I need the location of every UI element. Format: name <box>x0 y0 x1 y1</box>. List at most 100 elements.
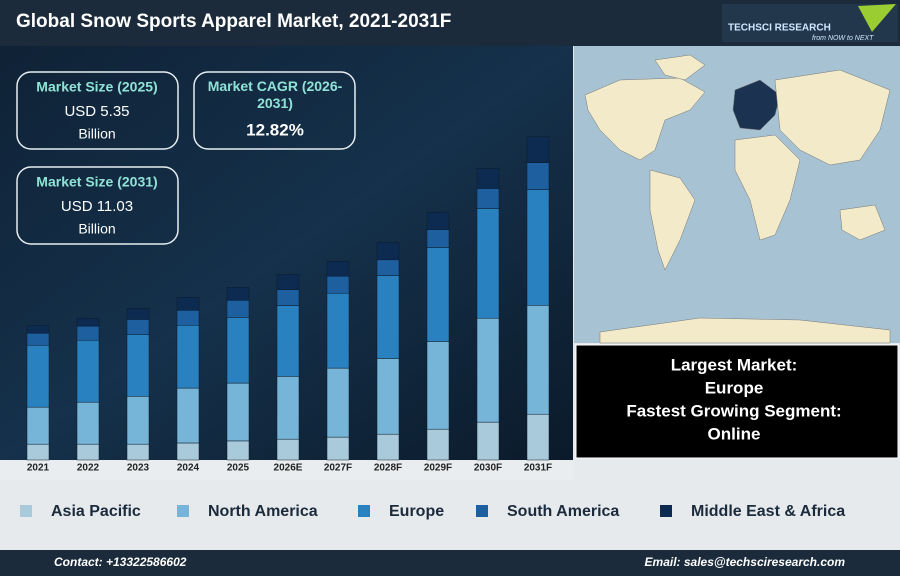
stat-unit: Billion <box>78 126 115 142</box>
bar-segment <box>426 229 450 248</box>
bar-segment <box>226 440 250 461</box>
legend-label: Asia Pacific <box>51 503 141 520</box>
bar-segment <box>326 293 350 369</box>
bar-segment <box>226 300 250 318</box>
australia <box>839 204 886 241</box>
legend-swatch <box>660 505 672 517</box>
bar-segment <box>376 275 400 359</box>
highlight: Europe <box>705 378 764 397</box>
legend-swatch <box>476 505 488 517</box>
antarctica <box>599 317 891 344</box>
bar-segment <box>426 341 450 430</box>
x-tick-label: 2021 <box>27 463 50 474</box>
footer-contact: Contact: +13322586602 <box>54 555 187 569</box>
logo: TECHSCI RESEARCH <box>728 23 831 34</box>
bar-segment <box>476 188 500 209</box>
x-tick-label: 2024 <box>177 463 200 474</box>
x-tick-label: 2031F <box>524 463 552 474</box>
north-america <box>584 77 706 161</box>
footer-bar <box>0 550 900 576</box>
bar-segment <box>176 325 200 389</box>
highlight: Largest Market: <box>671 355 798 374</box>
europe <box>732 79 781 131</box>
bar-segment <box>526 136 550 163</box>
highlight: Fastest Growing Segment: <box>626 401 841 420</box>
bar-segment <box>176 310 200 326</box>
bar-segment <box>376 242 400 261</box>
axis-strip <box>0 460 573 480</box>
x-tick-label: 2030F <box>474 463 502 474</box>
x-tick-label: 2026E <box>274 463 303 474</box>
bar-segment <box>76 443 100 461</box>
bar-segment <box>326 367 350 438</box>
bar-segment <box>276 289 300 306</box>
title: Global Snow Sports Apparel Market, 2021-… <box>16 11 451 32</box>
bar-segment <box>276 438 300 461</box>
asia <box>774 69 891 166</box>
stat-value: USD 11.03 <box>61 198 133 215</box>
stat-box <box>16 166 179 245</box>
bar-segment <box>376 259 400 276</box>
logo-mark <box>858 4 896 32</box>
bar-segment <box>276 376 300 440</box>
bar-segment <box>426 428 450 461</box>
south-america <box>649 169 696 271</box>
bar-segment <box>126 334 150 397</box>
stat-label-wrap: Market CAGR (2026-2031) <box>207 78 343 111</box>
stat-label: Market Size (2025) <box>36 79 157 95</box>
x-tick-label: 2022 <box>77 463 100 474</box>
legend-swatch <box>20 505 32 517</box>
bar-segment <box>126 308 150 320</box>
bar-segment <box>526 305 550 415</box>
bar-segment <box>326 275 350 294</box>
bar-segment <box>76 401 100 445</box>
bar-segment <box>26 344 50 408</box>
bar-segment <box>226 317 250 384</box>
bar-segment <box>226 382 250 442</box>
bar-segment <box>76 325 100 341</box>
x-tick-label: 2028F <box>374 463 402 474</box>
bar-segment <box>26 443 50 461</box>
bar-segment <box>126 319 150 335</box>
legend-label: Middle East & Africa <box>691 503 845 520</box>
stat-value: USD 5.35 <box>64 103 129 120</box>
legend-label: South America <box>507 503 619 520</box>
bar-segment <box>126 443 150 461</box>
bar-segment <box>26 325 50 334</box>
bar-segment <box>26 406 50 445</box>
bar-segment <box>526 189 550 306</box>
greenland <box>654 54 706 81</box>
bar-segment <box>26 332 50 346</box>
stat-unit: Billion <box>78 221 115 237</box>
x-tick-label: 2029F <box>424 463 452 474</box>
stat-box <box>193 71 356 150</box>
bar-segment <box>526 413 550 461</box>
footer-email: Email: sales@techsciresearch.com <box>645 555 846 569</box>
x-tick-label: 2023 <box>127 463 150 474</box>
stat-label: Market Size (2031) <box>36 174 157 190</box>
legend-swatch <box>177 505 189 517</box>
bar-segment <box>476 317 500 423</box>
bar-segment <box>376 358 400 435</box>
bar-segment <box>126 396 150 445</box>
bar-segment <box>226 287 250 301</box>
bar-segment <box>276 305 300 377</box>
highlight: Online <box>708 424 761 443</box>
stat-box <box>16 71 179 150</box>
bar-segment <box>426 247 450 342</box>
bar-segment <box>476 208 500 319</box>
stat-value: 12.82% <box>246 120 304 139</box>
bar-segment <box>376 433 400 461</box>
legend-swatch <box>358 505 370 517</box>
legend-label: North America <box>208 503 318 520</box>
bar-segment <box>326 436 350 461</box>
legend-label: Europe <box>389 503 444 520</box>
bar-segment <box>176 442 200 461</box>
stat-label: Market CAGR (2026-2031) <box>207 78 343 111</box>
logo-tagline: from NOW to NEXT <box>812 35 874 42</box>
africa <box>734 134 801 241</box>
x-tick-label: 2027F <box>324 463 352 474</box>
highlight-box <box>575 344 899 459</box>
bar-segment <box>76 317 100 327</box>
